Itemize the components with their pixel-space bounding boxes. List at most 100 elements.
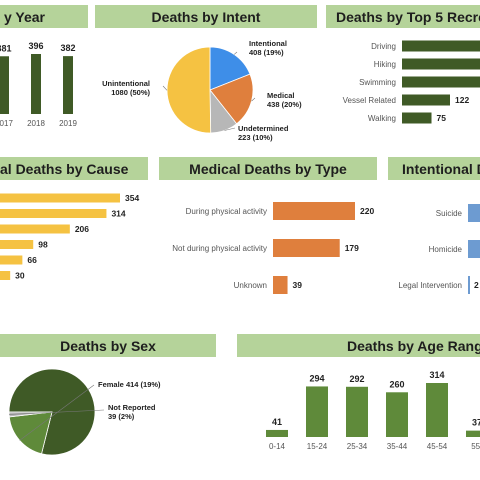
intent-slice-value: 408 (19%) — [249, 48, 284, 57]
medical-tick-label: Not during physical activity — [172, 244, 267, 253]
intent-slice-value: 223 (10%) — [238, 133, 273, 142]
unintentional-value-label: 314 — [111, 209, 125, 219]
sex-leader-line — [19, 384, 95, 441]
intent-leader-line — [233, 51, 238, 55]
unintentional-panel-title: al Deaths by Cause — [0, 157, 148, 180]
unintentional-bar — [0, 224, 70, 234]
age-tick-label: 55- — [471, 442, 480, 451]
year-value-label: 396 — [28, 41, 43, 51]
intentional-bar — [468, 276, 470, 294]
medical-bar — [273, 276, 288, 294]
recreation-panel-title: Deaths by Top 5 Recrea — [326, 5, 480, 28]
intent-slice-unintentional — [166, 46, 212, 134]
age-value-label: 41 — [272, 417, 282, 427]
age-bar — [266, 429, 288, 437]
intent-slice-name: Medical — [267, 91, 295, 100]
sex-slice-female — [8, 411, 53, 455]
recreation-bar — [402, 76, 480, 88]
recreation-value-label: 122 — [455, 95, 469, 105]
year-tick-label: 2018 — [27, 119, 45, 128]
unintentional-value-label: 98 — [38, 240, 48, 250]
intent-panel-title: Deaths by Intent — [95, 5, 317, 28]
year-value-label: 381 — [0, 43, 12, 53]
sex-slice-label: Female 414 (19%) — [98, 380, 161, 389]
intent-slice-value: 1080 (50%) — [111, 88, 150, 97]
medical-panel-title: Medical Deaths by Type — [159, 157, 377, 180]
age-tick-label: 45-54 — [427, 442, 448, 451]
unintentional-bar — [0, 240, 34, 249]
year-tick-label: 2019 — [59, 119, 77, 128]
recreation-bar — [402, 40, 480, 52]
recreation-tick-label: Vessel Related — [343, 96, 396, 105]
intent-slice-medical — [209, 73, 254, 125]
sex-slice-label: Not Reported 39 (2%) — [108, 403, 156, 421]
age-bar — [426, 383, 448, 437]
sex-slice-name: Female — [98, 380, 124, 389]
unintentional-value-label: 354 — [125, 193, 139, 203]
sex-panel-title: Deaths by Sex — [0, 334, 216, 357]
unintentional-bar — [0, 193, 120, 203]
sex-slice-name: Not Reported — [108, 403, 156, 412]
age-value-label: 37 — [472, 418, 480, 428]
unintentional-value-label: 30 — [15, 271, 25, 281]
year-bar — [31, 54, 41, 114]
intentional-tick-label: Suicide — [436, 209, 463, 218]
recreation-tick-label: Swimming — [359, 78, 396, 87]
medical-tick-label: During physical activity — [186, 207, 267, 216]
age-value-label: 294 — [309, 373, 324, 383]
medical-bar — [273, 202, 355, 220]
intent-slice-name: Undetermined — [238, 124, 289, 133]
intentional-deaths-chart: Suicide Homicide Legal Intervention 2 — [398, 204, 480, 294]
intent-slice-name: Unintentional — [102, 79, 150, 88]
age-value-label: 292 — [349, 374, 364, 384]
age-value-label: 314 — [429, 370, 444, 380]
intent-slice-label: Medical 438 (20%) — [267, 91, 302, 109]
year-bar — [0, 56, 9, 114]
year-tick-label: 2017 — [0, 119, 13, 128]
intentional-bar — [468, 240, 480, 258]
sex-slice-value: 39 (2%) — [108, 412, 135, 421]
medical-value-label: 39 — [293, 280, 303, 290]
deaths-by-sex-chart: Female 414 (19%) Not Reported 39 (2%) — [8, 368, 161, 456]
recreation-bar — [402, 112, 432, 124]
intent-slice-name: Intentional — [249, 39, 287, 48]
recreation-bar — [402, 58, 480, 70]
sex-slice-male — [8, 368, 96, 456]
recreation-value-label: 75 — [437, 113, 447, 123]
age-tick-label: 15-24 — [307, 442, 328, 451]
age-tick-label: 35-44 — [387, 442, 408, 451]
unintentional-bar — [0, 209, 107, 218]
intentional-tick-label: Homicide — [429, 245, 463, 254]
intent-slice-label: Undetermined 223 (10%) — [238, 124, 289, 142]
age-panel-title: Deaths by Age Range — [237, 334, 480, 357]
age-tick-label: 0-14 — [269, 442, 286, 451]
intentional-tick-label: Legal Intervention — [398, 281, 462, 290]
deaths-by-recreation-chart: Driving Hiking Swimming Vessel Related 122 Wa… — [343, 40, 480, 124]
recreation-tick-label: Driving — [371, 42, 396, 51]
recreation-tick-label: Walking — [368, 114, 396, 123]
age-bar — [386, 392, 408, 437]
intent-leader-line — [224, 127, 236, 131]
intent-slice-label: Unintentional 1080 (50%) — [102, 79, 150, 97]
medical-deaths-chart: During physical activity 220 Not during ph… — [172, 202, 374, 294]
intentional-value-label: 2 — [474, 280, 479, 290]
year-value-label: 382 — [60, 43, 75, 53]
year-panel-title: y Year — [0, 5, 88, 28]
age-bar — [346, 386, 368, 437]
deaths-by-age-chart: 41 0-14 294 15-24 292 25-34 260 35-44 314 45-54 37… — [266, 370, 480, 451]
sex-leader-line — [9, 409, 105, 415]
medical-tick-label: Unknown — [234, 281, 267, 290]
deaths-by-intent-chart: Intentional 408 (19%) Medical 438 (20%) Unde… — [102, 39, 302, 142]
age-value-label: 260 — [389, 379, 404, 389]
age-bar — [466, 430, 480, 437]
recreation-tick-label: Hiking — [374, 60, 396, 69]
year-bar — [63, 56, 73, 114]
age-tick-label: 25-34 — [347, 442, 368, 451]
medical-value-label: 220 — [360, 206, 374, 216]
unintentional-bar — [0, 271, 11, 280]
intent-slice-value: 438 (20%) — [267, 100, 302, 109]
deaths-by-year-chart: 381 2017 396 2018 382 2019 — [0, 41, 77, 128]
intent-slice-intentional — [209, 46, 251, 91]
intentional-panel-title: Intentional D — [388, 157, 480, 180]
unintentional-bar — [0, 255, 23, 265]
